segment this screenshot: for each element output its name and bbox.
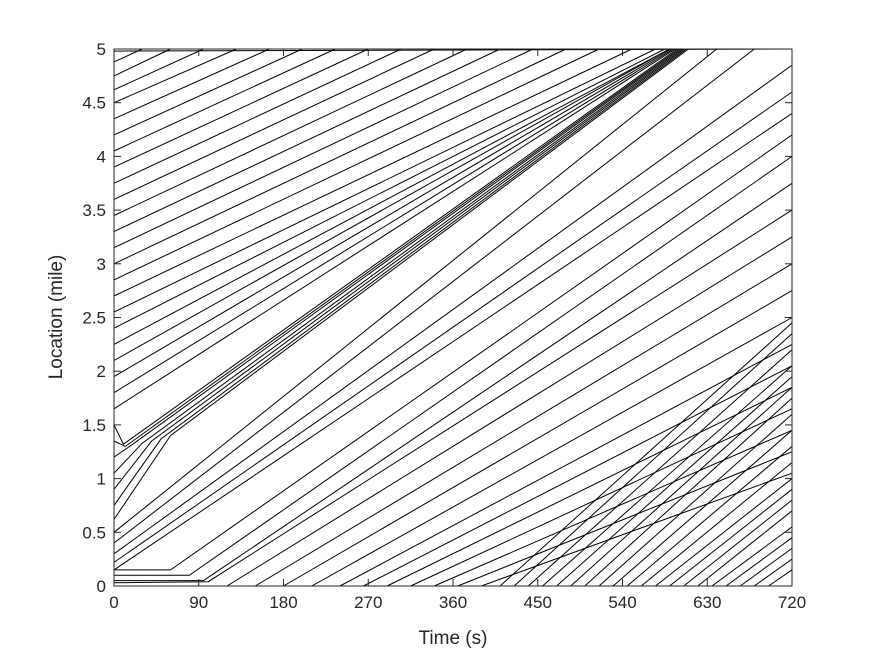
trajectory-line-9 (113, 48, 369, 168)
trajectory-line-58 (584, 397, 793, 587)
trajectory-line-51 (481, 472, 793, 587)
trajectory-line-2 (113, 48, 143, 63)
trajectory-line-49 (434, 429, 793, 587)
trajectory-line-57 (570, 386, 793, 587)
trajectory-line-44 (311, 317, 793, 587)
y-axis-label: Location (mile) (46, 255, 67, 380)
trajectory-line-59 (598, 413, 793, 587)
trajectory-line-7 (113, 48, 303, 136)
trajectory-line-41 (226, 236, 793, 587)
trajectory-line-42 (255, 263, 793, 587)
x-tick-label: 90 (189, 593, 208, 612)
trajectory-line-27 (113, 48, 682, 458)
x-axis-label: Time (s) (419, 628, 488, 649)
trajectory-line-18 (113, 48, 656, 313)
trajectory-line-39 (114, 182, 793, 582)
trajectory-line-33 (113, 48, 755, 544)
trajectory-line-68 (725, 537, 793, 587)
trajectory-line-8 (113, 48, 336, 152)
trajectory-line-54 (527, 349, 793, 587)
trajectory-line-22 (113, 48, 672, 378)
trajectory-line-12 (113, 48, 468, 216)
trajectory-line-25 (113, 48, 678, 445)
trajectory-line-63 (655, 478, 793, 587)
y-axis-ticks: 0 0.5 1 1.5 2 2.5 3 3.5 4 4.5 5 (82, 40, 792, 596)
y-tick-label: 4 (97, 147, 106, 166)
trajectory-line-5 (113, 48, 237, 104)
x-tick-label: 270 (354, 593, 382, 612)
plot-background (114, 49, 792, 586)
x-tick-label: 630 (693, 593, 721, 612)
trajectory-line-48 (410, 408, 793, 587)
trajectory-line-35 (113, 91, 793, 563)
trajectory-line-32 (113, 48, 718, 533)
trajectory-line-24 (113, 48, 676, 410)
x-tick-label: 180 (269, 593, 297, 612)
trajectory-line-26 (113, 48, 680, 447)
trajectory-line-30 (113, 48, 687, 506)
trajectory-line-45 (339, 343, 793, 587)
y-tick-label: 0 (97, 577, 106, 596)
trajectory-line-55 (542, 365, 793, 587)
trajectory-line-11 (113, 48, 435, 200)
trajectory-line-23 (113, 48, 674, 394)
trajectory-line-56 (556, 376, 793, 587)
trajectory-line-47 (386, 386, 793, 587)
trajectory-line-34 (113, 64, 793, 555)
trajectory-line-36 (113, 112, 793, 571)
trajectory-line-10 (113, 48, 402, 184)
trajectory-line-52 (499, 322, 793, 587)
y-tick-label: 2 (97, 362, 106, 381)
trajectory-line-65 (683, 499, 793, 587)
trajectory-line-31 (113, 48, 689, 520)
trajectory-line-64 (669, 488, 793, 587)
trajectory-line-4 (113, 48, 204, 91)
trajectory-line-29 (113, 48, 685, 490)
y-tick-label: 0.5 (82, 523, 106, 542)
trajectory-line-15 (113, 48, 567, 265)
trajectory-line-6 (113, 48, 270, 120)
trajectory-line-50 (457, 451, 793, 587)
trajectory-line-20 (113, 48, 670, 345)
x-tick-label: 0 (109, 593, 118, 612)
x-axis-ticks: 0 90 180 270 360 450 540 630 720 (109, 49, 806, 612)
y-tick-label: 2.5 (82, 309, 106, 328)
trajectory-line-28 (113, 48, 684, 474)
trajectory-line-13 (113, 48, 501, 233)
trajectory-line-38 (114, 155, 793, 576)
y-tick-label: 3 (97, 255, 106, 274)
trajectory-line-40 (113, 209, 793, 584)
y-tick-label: 4.5 (82, 94, 106, 113)
trajectory-line-66 (697, 510, 793, 587)
x-tick-label: 450 (524, 593, 552, 612)
trajectory-line-3 (113, 48, 171, 77)
y-tick-label: 5 (97, 40, 106, 59)
trajectory-line-71 (768, 569, 793, 587)
trajectory-line-53 (513, 333, 793, 587)
trajectory-line-19 (113, 48, 666, 329)
trajectory-line-60 (612, 429, 793, 587)
trajectory-line-16 (113, 48, 600, 281)
y-tick-label: 3.5 (82, 201, 106, 220)
trajectory-line-67 (711, 526, 793, 587)
x-tick-label: 720 (778, 593, 806, 612)
trajectory-lines (113, 48, 793, 587)
trajectory-line-69 (739, 547, 793, 587)
trajectory-line-70 (754, 558, 793, 587)
y-tick-label: 1 (97, 470, 106, 489)
y-tick-label: 1.5 (82, 416, 106, 435)
trajectory-line-21 (113, 48, 670, 361)
trajectory-line-62 (640, 462, 793, 587)
trajectory-line-14 (113, 48, 534, 249)
trajectory-line-17 (113, 48, 633, 297)
x-tick-label: 360 (439, 593, 467, 612)
trajectory-line-43 (283, 290, 793, 587)
trajectory-line-61 (626, 446, 793, 587)
trajectory-line-37 (114, 134, 793, 571)
trajectory-line-46 (363, 365, 793, 587)
x-tick-label: 540 (608, 593, 636, 612)
